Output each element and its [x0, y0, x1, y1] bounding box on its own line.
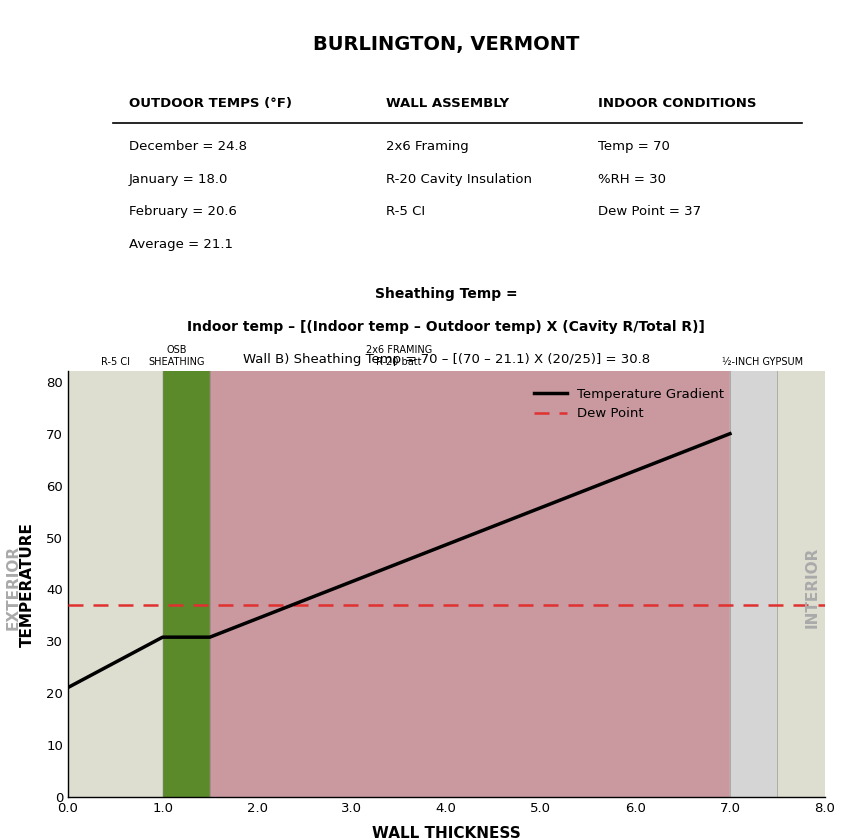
Text: December = 24.8: December = 24.8: [128, 140, 246, 153]
Bar: [68, 372, 162, 797]
Text: 2x6 Framing: 2x6 Framing: [386, 140, 468, 153]
Bar: [210, 372, 730, 797]
Text: WALL ASSEMBLY: WALL ASSEMBLY: [386, 97, 509, 110]
Text: 2x6 FRAMING
R-20 batt: 2x6 FRAMING R-20 batt: [366, 345, 432, 367]
Text: R-5 CI: R-5 CI: [386, 206, 425, 218]
Bar: [730, 372, 777, 797]
Text: EXTERIOR: EXTERIOR: [5, 545, 20, 630]
Text: Temp = 70: Temp = 70: [598, 140, 670, 153]
Text: OSB
SHEATHING: OSB SHEATHING: [149, 345, 205, 367]
Bar: [777, 372, 824, 797]
Text: Dew Point = 37: Dew Point = 37: [598, 206, 700, 218]
Text: January = 18.0: January = 18.0: [128, 173, 228, 185]
Text: February = 20.6: February = 20.6: [128, 206, 236, 218]
Text: INTERIOR: INTERIOR: [804, 547, 819, 628]
Text: INDOOR CONDITIONS: INDOOR CONDITIONS: [598, 97, 756, 110]
Text: ½-INCH GYPSUM: ½-INCH GYPSUM: [722, 357, 803, 367]
Text: Sheathing Temp =: Sheathing Temp =: [375, 287, 518, 301]
X-axis label: WALL THICKNESS: WALL THICKNESS: [371, 826, 520, 839]
Text: %RH = 30: %RH = 30: [598, 173, 666, 185]
Text: Indoor temp – [(Indoor temp – Outdoor temp) X (Cavity R/Total R)]: Indoor temp – [(Indoor temp – Outdoor te…: [187, 320, 706, 334]
Legend: Temperature Gradient, Dew Point: Temperature Gradient, Dew Point: [529, 383, 729, 425]
Text: BURLINGTON, VERMONT: BURLINGTON, VERMONT: [313, 35, 580, 54]
Text: Wall B) Sheathing Temp = 70 – [(70 – 21.1) X (20/25)] = 30.8: Wall B) Sheathing Temp = 70 – [(70 – 21.…: [243, 352, 649, 366]
Bar: [162, 372, 210, 797]
Text: OUTDOOR TEMPS (°F): OUTDOOR TEMPS (°F): [128, 97, 292, 110]
Text: Average = 21.1: Average = 21.1: [128, 238, 233, 251]
Text: R-20 Cavity Insulation: R-20 Cavity Insulation: [386, 173, 532, 185]
Y-axis label: TEMPERATURE: TEMPERATURE: [20, 522, 35, 647]
Text: R-5 CI: R-5 CI: [101, 357, 130, 367]
